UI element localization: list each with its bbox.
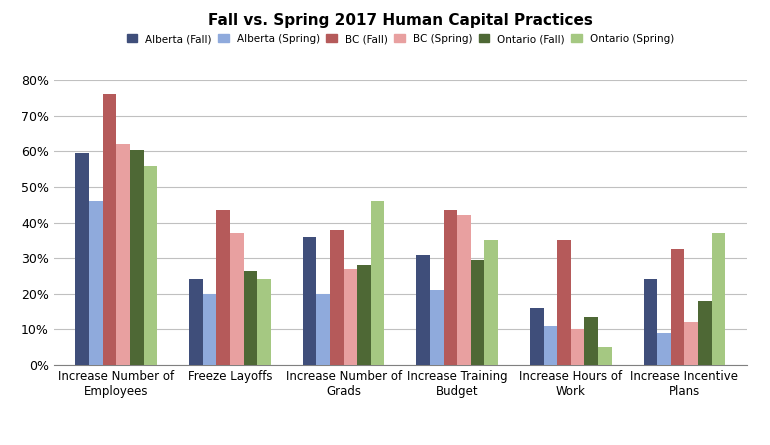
Bar [75, 153, 89, 365]
Bar [243, 271, 257, 365]
Bar [584, 317, 598, 365]
Bar [444, 210, 457, 365]
Title: Fall vs. Spring 2017 Human Capital Practices: Fall vs. Spring 2017 Human Capital Pract… [208, 12, 593, 28]
Bar [102, 94, 116, 365]
Bar [257, 279, 271, 365]
Bar [417, 255, 430, 365]
Bar [203, 294, 216, 365]
Bar [216, 210, 230, 365]
Bar [330, 230, 343, 365]
Bar [430, 290, 444, 365]
Bar [116, 144, 130, 365]
Bar [303, 237, 316, 365]
Bar [598, 347, 611, 365]
Bar [357, 265, 371, 365]
Bar [484, 240, 498, 365]
Bar [230, 233, 243, 365]
Bar [130, 150, 144, 365]
Bar [685, 322, 698, 365]
Bar [571, 329, 584, 365]
Bar [343, 269, 357, 365]
Bar [711, 233, 725, 365]
Bar [371, 201, 384, 365]
Bar [189, 279, 203, 365]
Bar [698, 301, 711, 365]
Bar [557, 240, 571, 365]
Bar [144, 166, 157, 365]
Bar [470, 260, 484, 365]
Bar [544, 326, 557, 365]
Bar [657, 333, 671, 365]
Bar [316, 294, 330, 365]
Legend: Alberta (Fall), Alberta (Spring), BC (Fall), BC (Spring), Ontario (Fall), Ontari: Alberta (Fall), Alberta (Spring), BC (Fa… [126, 34, 675, 44]
Bar [644, 279, 657, 365]
Bar [457, 215, 470, 365]
Bar [530, 308, 544, 365]
Bar [671, 249, 685, 365]
Bar [89, 201, 102, 365]
